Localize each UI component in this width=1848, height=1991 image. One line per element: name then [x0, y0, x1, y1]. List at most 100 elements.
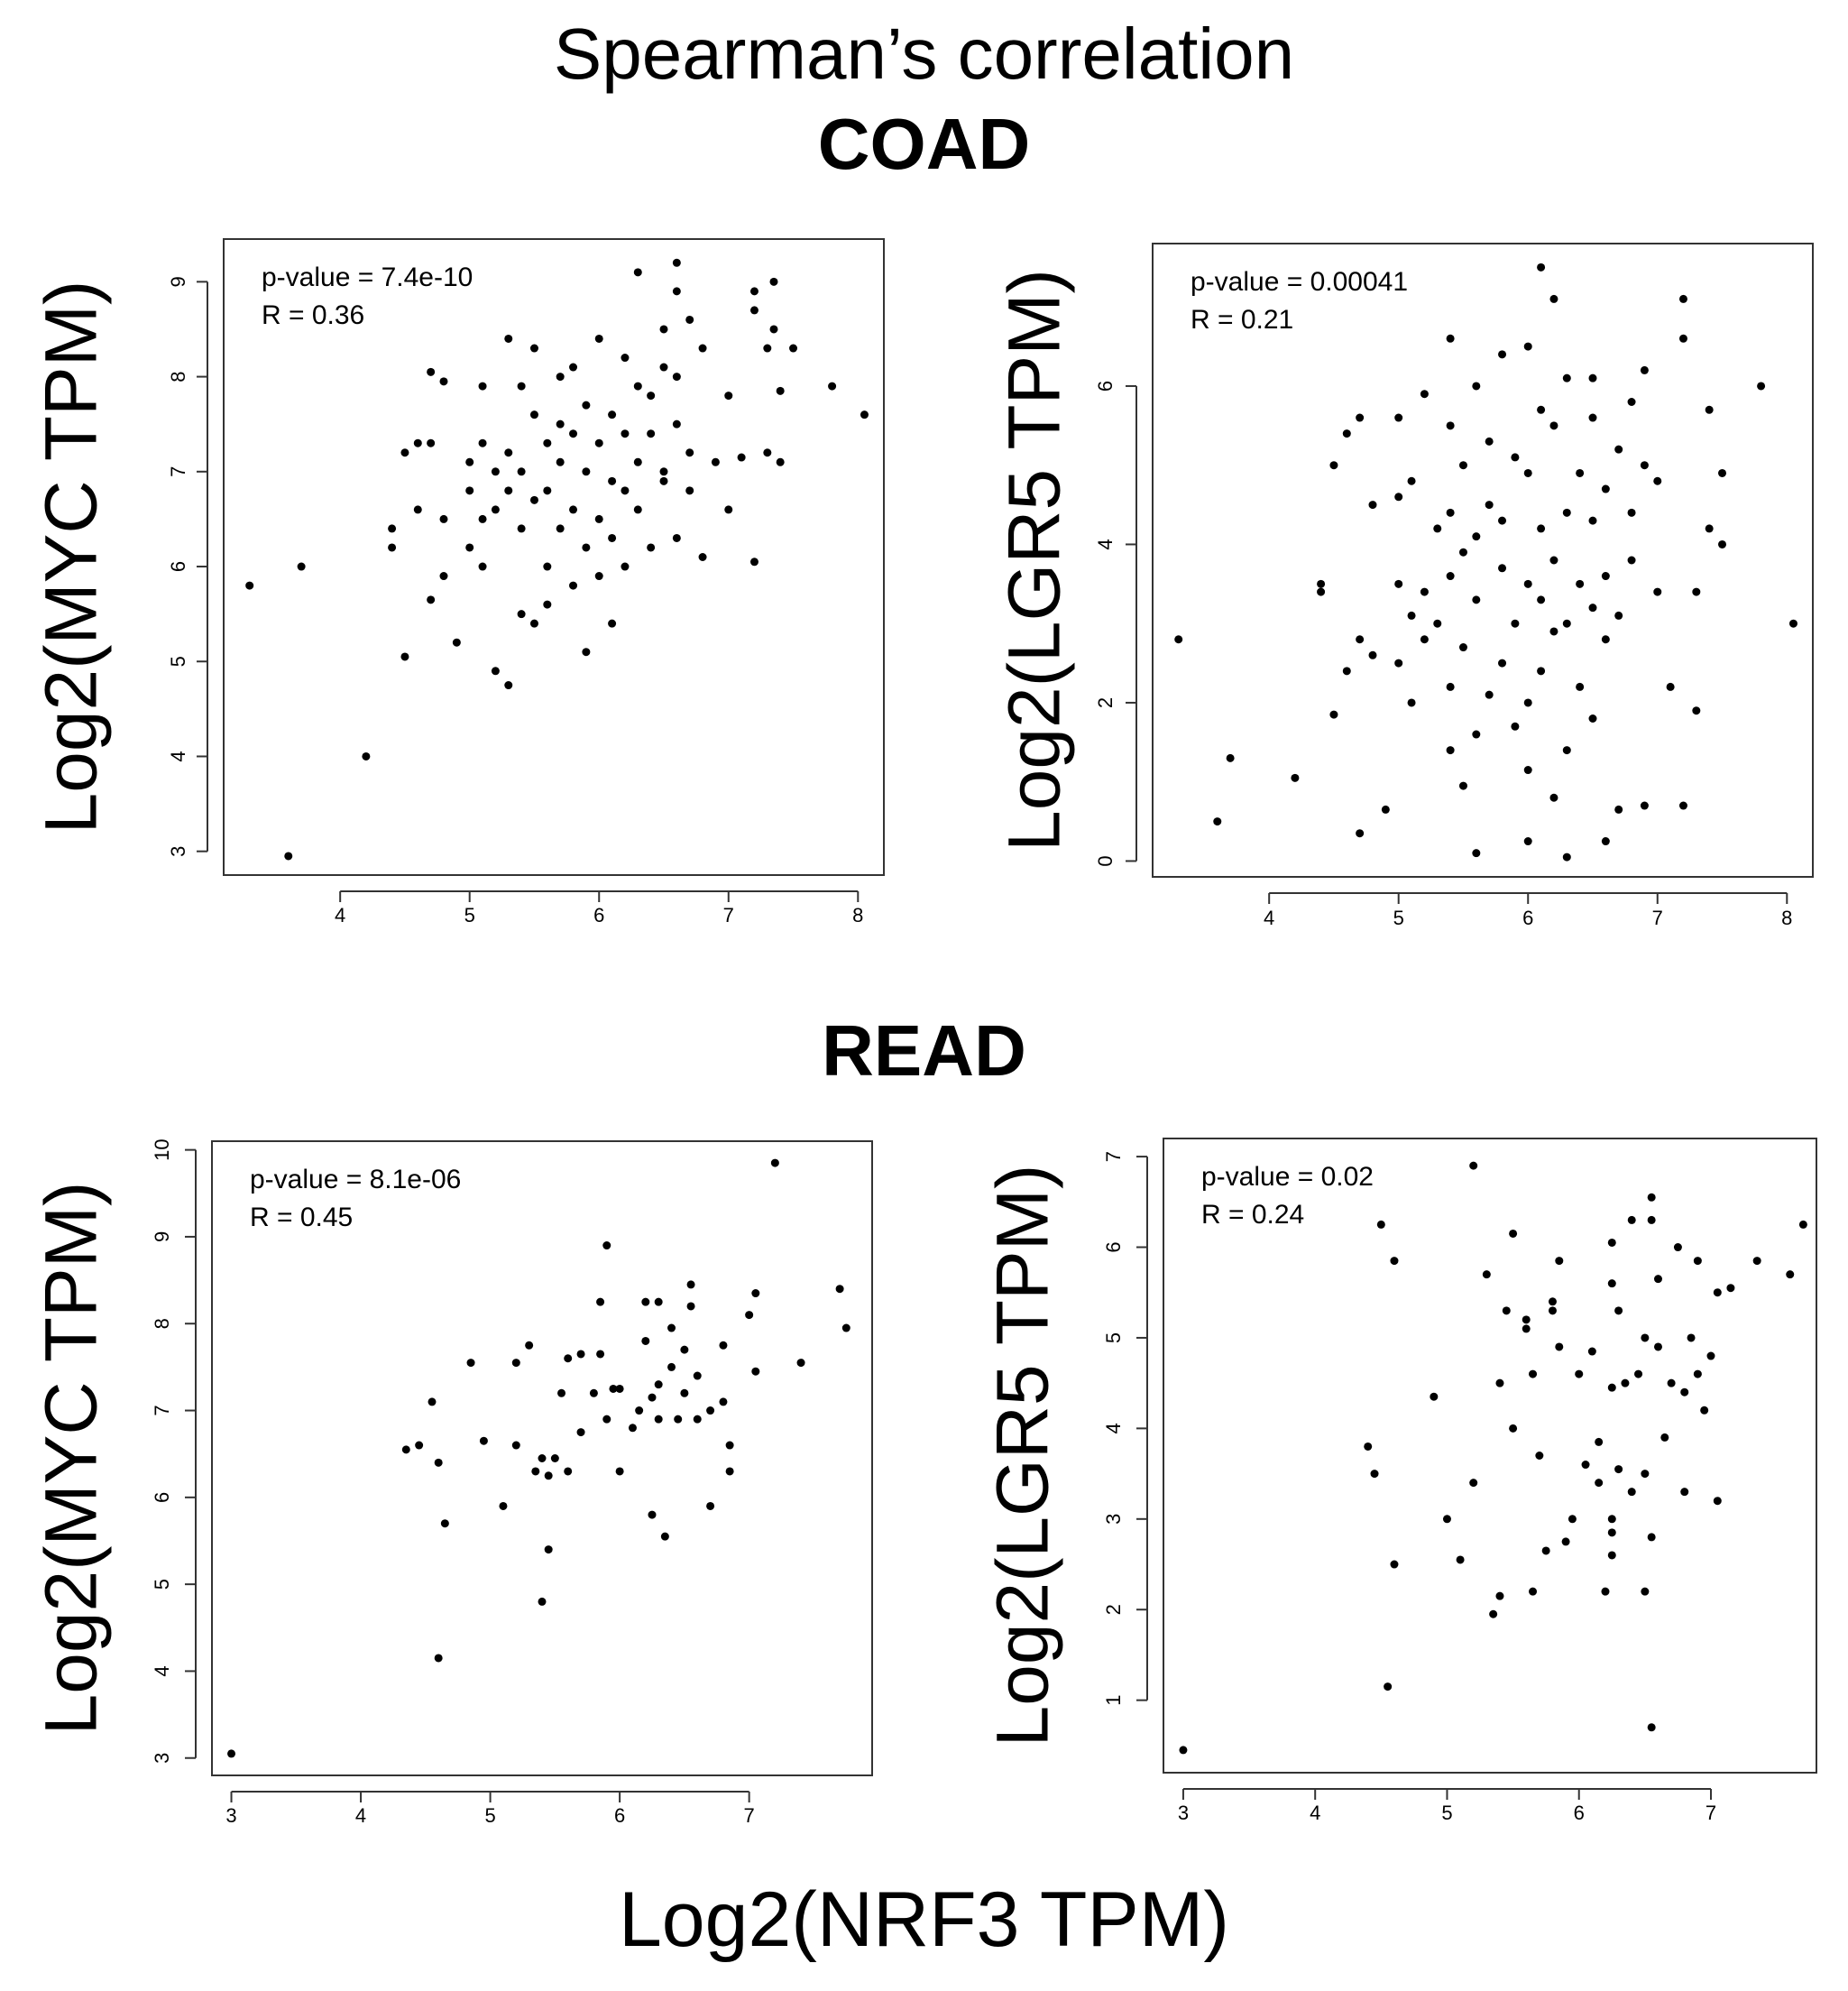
data-point	[556, 419, 565, 429]
plot-frame	[211, 1140, 873, 1776]
data-point	[1342, 667, 1351, 676]
y-tick-label: 8	[151, 1318, 173, 1329]
data-point	[1549, 793, 1558, 802]
data-point	[609, 1384, 618, 1393]
x-tick-label: 5	[1441, 1802, 1452, 1824]
y-tick-label: 4	[151, 1665, 173, 1676]
data-point	[1529, 1587, 1538, 1596]
data-point	[1511, 453, 1520, 462]
data-point	[550, 1454, 559, 1462]
data-point	[556, 373, 565, 382]
data-point	[517, 524, 526, 533]
data-point	[1614, 445, 1623, 454]
data-point	[725, 1441, 734, 1450]
data-point	[685, 486, 694, 495]
data-point	[1601, 572, 1610, 581]
data-point	[1692, 587, 1701, 596]
p-value-annotation: p-value = 8.1e-06	[250, 1165, 461, 1194]
data-point	[641, 1336, 650, 1345]
data-point	[1329, 461, 1338, 470]
data-point	[569, 505, 578, 514]
data-point	[1693, 1369, 1702, 1378]
data-point	[648, 1393, 657, 1402]
x-tick-label: 6	[614, 1804, 625, 1827]
data-point	[594, 334, 603, 343]
data-point	[1640, 801, 1649, 810]
y-axis-label: Log2(MYC TPM)	[31, 1182, 113, 1736]
data-point	[680, 1388, 689, 1397]
data-point	[680, 1345, 689, 1354]
data-point	[1511, 722, 1520, 731]
data-point	[1381, 805, 1390, 814]
data-point	[245, 581, 254, 590]
data-point	[1394, 493, 1403, 502]
data-point	[706, 1501, 715, 1510]
data-point	[1561, 1537, 1570, 1546]
x-tick-label: 6	[1574, 1802, 1585, 1824]
data-point	[434, 1458, 443, 1467]
y-tick-label: 7	[1102, 1151, 1125, 1162]
data-point	[660, 1532, 669, 1541]
data-point	[1390, 1257, 1399, 1266]
section-title-coad: COAD	[817, 104, 1031, 184]
scatter-panel-coad-lgr5: 4 5 6 7 8 0 2 4 6 Log2(LGR5 TPM) p-value = 0.00041…	[994, 243, 1814, 929]
data-point	[1692, 706, 1701, 715]
figure-title: Spearman’s correlation	[553, 14, 1295, 94]
data-point	[654, 1380, 663, 1389]
y-tick-label: 2	[1102, 1604, 1125, 1615]
data-point	[724, 505, 733, 514]
data-point	[594, 514, 603, 523]
data-point	[582, 648, 591, 657]
data-point	[719, 1341, 728, 1350]
data-point	[582, 467, 591, 476]
data-point	[1641, 1587, 1650, 1596]
data-point	[628, 1424, 637, 1433]
plot-frame	[223, 238, 885, 876]
data-point	[706, 1406, 715, 1415]
data-point	[1384, 1682, 1393, 1691]
data-point	[529, 619, 538, 628]
data-point	[769, 325, 778, 334]
y-axis-label: Log2(MYC TPM)	[31, 281, 113, 834]
data-point	[763, 344, 772, 353]
data-point	[556, 524, 565, 533]
data-point	[602, 1241, 611, 1250]
data-point	[544, 1545, 553, 1554]
data-point	[569, 363, 578, 372]
data-point	[749, 558, 759, 567]
data-point	[672, 258, 681, 267]
data-point	[1666, 682, 1675, 691]
data-point	[1627, 398, 1636, 406]
data-point	[1798, 1220, 1807, 1229]
data-point	[227, 1749, 236, 1758]
y-tick-label: 4	[1102, 1423, 1125, 1433]
data-point	[1713, 1497, 1722, 1506]
x-tick-label: 7	[1652, 907, 1663, 929]
data-point	[589, 1388, 598, 1397]
data-point	[1537, 667, 1546, 676]
data-point	[1495, 1378, 1504, 1387]
data-point	[1489, 1609, 1498, 1618]
data-point	[388, 543, 397, 552]
r-annotation: R = 0.36	[262, 300, 364, 330]
data-point	[1549, 627, 1558, 636]
p-value-annotation: p-value = 0.00041	[1191, 267, 1408, 297]
data-point	[1472, 595, 1481, 604]
data-point	[1786, 1270, 1795, 1279]
data-point	[1523, 766, 1532, 775]
data-point	[465, 457, 474, 466]
data-point	[1446, 682, 1455, 691]
data-point	[1498, 564, 1507, 573]
data-point	[1581, 1461, 1590, 1470]
data-point	[1601, 837, 1610, 846]
y-tick-label: 3	[151, 1753, 173, 1764]
data-point	[1548, 1297, 1557, 1306]
data-point	[1607, 1528, 1616, 1537]
data-point	[1562, 746, 1571, 755]
data-point	[1485, 690, 1494, 699]
x-tick-label: 8	[852, 904, 863, 926]
data-point	[440, 1519, 449, 1528]
data-point	[1394, 659, 1403, 668]
data-point	[401, 1445, 410, 1454]
data-point	[478, 562, 487, 571]
